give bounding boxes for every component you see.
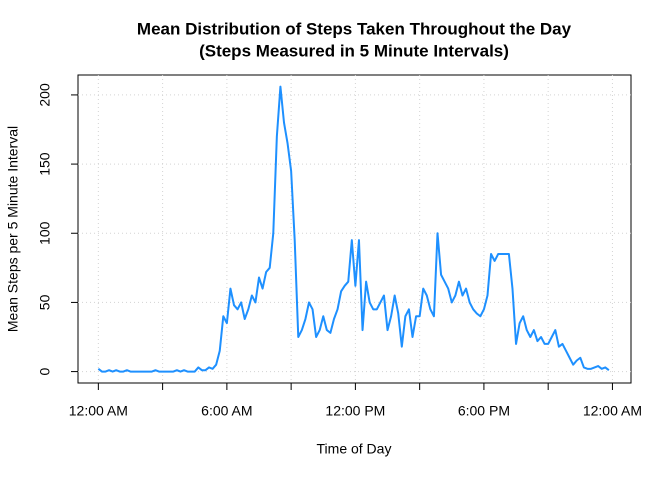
x-tick-label: 12:00 PM xyxy=(325,403,385,419)
chart-title: Mean Distribution of Steps Taken Through… xyxy=(137,19,572,38)
y-tick-label: 150 xyxy=(37,152,53,176)
data-line xyxy=(97,85,610,373)
y-tick-label: 50 xyxy=(37,294,53,310)
chart-subtitle: (Steps Measured in 5 Minute Intervals) xyxy=(199,41,509,60)
x-axis-label: Time of Day xyxy=(317,441,392,457)
y-tick-label: 100 xyxy=(37,221,53,245)
y-tick-label: 0 xyxy=(37,367,53,375)
x-tick-label: 6:00 AM xyxy=(201,403,252,419)
x-tick-label: 6:00 PM xyxy=(458,403,510,419)
x-tick-label: 12:00 AM xyxy=(583,403,642,419)
y-axis-label: Mean Steps per 5 Minute Interval xyxy=(5,126,21,332)
y-tick-label: 200 xyxy=(37,83,53,107)
x-tick-label: 12:00 AM xyxy=(69,403,128,419)
plot-box xyxy=(77,74,632,384)
